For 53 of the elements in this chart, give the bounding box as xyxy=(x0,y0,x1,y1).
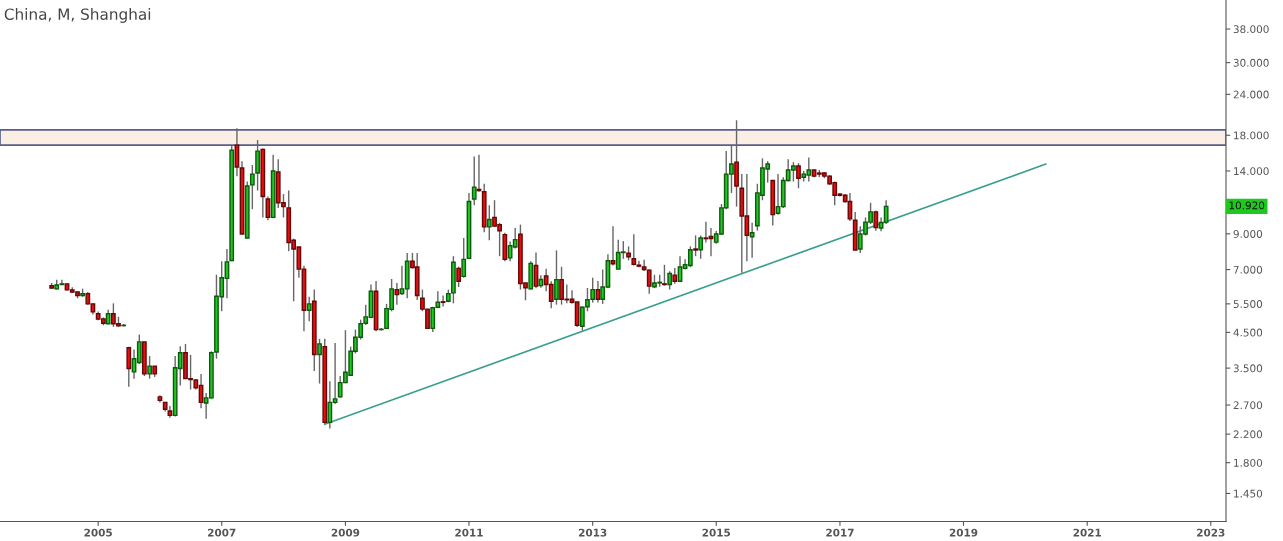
candlestick xyxy=(306,296,312,322)
y-tick-label: 1.800 xyxy=(1234,458,1263,467)
candlestick xyxy=(317,338,322,385)
candlestick xyxy=(574,301,580,328)
candlestick xyxy=(698,234,704,260)
candlestick xyxy=(796,162,801,189)
text: 10.920 xyxy=(1229,201,1265,210)
candlestick xyxy=(631,233,637,267)
y-tick-label: 4.500 xyxy=(1233,328,1263,337)
y-tick-label: 3.500 xyxy=(1233,364,1263,373)
candlestick xyxy=(440,294,446,308)
candlestick xyxy=(662,264,667,287)
y-tick-label: 9.000 xyxy=(1233,230,1263,238)
x-tick-label: 2013 xyxy=(579,528,607,537)
candlestick xyxy=(471,155,477,206)
candlestick xyxy=(667,270,673,291)
y-tick-label: 38.000 xyxy=(1233,25,1269,34)
y-tick-label: 2.700 xyxy=(1233,401,1263,410)
x-tick-label: 2017 xyxy=(826,528,854,537)
y-tick-label: 1.450 xyxy=(1234,489,1263,498)
candlestick xyxy=(126,345,132,388)
candlestick xyxy=(579,305,585,332)
candlestick xyxy=(703,221,709,244)
candlestick xyxy=(554,249,559,306)
candlestick xyxy=(883,199,889,225)
candlestick xyxy=(734,119,739,208)
candlestick xyxy=(749,222,755,259)
candlestick xyxy=(456,266,462,288)
candlestick xyxy=(461,237,467,279)
candlestick xyxy=(327,380,333,430)
x-tick-label: 2007 xyxy=(208,528,236,537)
candlestick xyxy=(394,282,400,306)
text: China, M, Shanghai xyxy=(4,8,151,23)
x-tick-label: 2021 xyxy=(1073,528,1101,537)
candlestick xyxy=(147,355,152,380)
x-tick-label: 2023 xyxy=(1197,528,1225,537)
x-tick-label: 2005 xyxy=(84,528,112,537)
x-tick-label: 2019 xyxy=(949,528,978,537)
x-tick-label: 2011 xyxy=(455,528,483,537)
y-tick-label: 2.200 xyxy=(1233,430,1263,439)
y-tick-label: 5.500 xyxy=(1233,300,1263,308)
candlestick xyxy=(687,245,693,268)
y-tick-label: 30.000 xyxy=(1233,58,1269,67)
candlestick xyxy=(430,306,436,333)
candlestick xyxy=(646,268,652,295)
x-tick-label: 2009 xyxy=(331,528,360,537)
y-tick-label: 18.000 xyxy=(1234,131,1269,140)
y-tick-label: 7.000 xyxy=(1233,265,1263,274)
y-tick-label: 14.000 xyxy=(1234,167,1269,176)
candlestick xyxy=(693,234,698,257)
x-tick-label: 2015 xyxy=(702,528,731,537)
y-tick-label: 24.000 xyxy=(1233,90,1269,99)
candlestick xyxy=(486,204,492,241)
